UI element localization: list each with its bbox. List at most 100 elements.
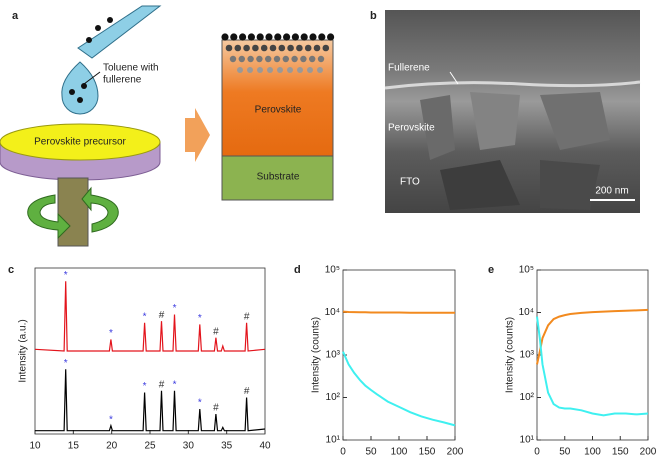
sem-label: FTO	[400, 177, 420, 188]
peak-marker: #	[244, 386, 250, 397]
x-tick-label: 200	[640, 447, 657, 458]
dot	[230, 33, 238, 41]
dot	[234, 44, 242, 52]
peak-marker: *	[198, 313, 202, 324]
panel-label: d	[294, 264, 301, 276]
y-tick-label: 10³	[326, 350, 341, 361]
dot	[265, 33, 273, 41]
dot	[247, 33, 255, 41]
peak-marker: *	[109, 328, 113, 339]
peak-marker: *	[64, 358, 68, 369]
peak-marker: *	[64, 270, 68, 281]
axes-frame	[342, 269, 456, 441]
dot	[317, 67, 323, 73]
y-tick-label: 10⁵	[519, 265, 534, 276]
dot	[318, 33, 326, 41]
panel-label: e	[488, 264, 494, 276]
peak-marker: *	[143, 311, 147, 322]
peak-marker: #	[159, 310, 165, 321]
dot	[256, 55, 263, 63]
series-line	[34, 281, 266, 352]
y-tick-label: 10¹	[326, 435, 341, 446]
pipette	[77, 5, 162, 59]
dot	[300, 33, 308, 41]
y-axis-label: Intensity (counts)	[311, 317, 322, 393]
dot	[237, 67, 243, 73]
y-tick-label: 10²	[520, 392, 535, 403]
dot	[291, 55, 298, 63]
sem-image: Fullerene Perovskite FTO 200 nm	[384, 10, 641, 213]
peak-marker: #	[213, 326, 219, 337]
x-tick-label: 15	[68, 441, 80, 452]
x-tick-label: 25	[144, 441, 156, 452]
peak-marker: *	[109, 414, 113, 425]
dot	[278, 44, 286, 52]
y-axis-label: Intensity (a.u.)	[18, 319, 29, 382]
x-tick-label: 100	[584, 447, 601, 458]
dot	[287, 67, 293, 73]
dot	[247, 55, 254, 63]
peak-marker: *	[173, 379, 177, 390]
rotation-arrow	[81, 186, 119, 233]
dot	[239, 33, 247, 41]
dot	[238, 55, 245, 63]
dot	[269, 44, 277, 52]
peak-marker: #	[159, 379, 165, 390]
schematic: Toluene with fullerene Perovskite precur…	[0, 5, 335, 247]
peak-marker: *	[198, 398, 202, 409]
shaft	[57, 177, 89, 247]
x-tick-label: 35	[221, 441, 233, 452]
dot	[304, 44, 312, 52]
dot	[273, 55, 281, 63]
dot	[282, 55, 289, 63]
dot	[260, 44, 268, 52]
panel-label: a	[12, 10, 19, 22]
dot	[313, 44, 321, 52]
dot	[274, 33, 282, 41]
precursor-label: Perovskite precursor	[34, 137, 126, 148]
dot	[309, 55, 316, 63]
dot	[221, 33, 229, 41]
layer-label: Substrate	[257, 172, 300, 183]
dot	[265, 55, 272, 63]
series-line	[342, 351, 456, 427]
dot	[243, 44, 250, 52]
series-line	[342, 310, 455, 314]
dot	[317, 55, 325, 63]
dot	[287, 44, 294, 52]
x-tick-label: 40	[259, 441, 271, 452]
y-tick-label: 10⁴	[325, 307, 340, 318]
x-tick-label: 150	[612, 447, 629, 458]
peak-marker: #	[244, 311, 250, 322]
dot	[307, 67, 313, 73]
panel-label: c	[8, 264, 14, 276]
dot	[300, 55, 307, 63]
y-tick-label: 10³	[520, 350, 535, 361]
x-tick-label: 150	[419, 447, 436, 458]
y-tick-label: 10⁴	[519, 307, 534, 318]
x-tick-label: 50	[365, 447, 377, 458]
y-tick-label: 10²	[326, 392, 341, 403]
dot	[225, 44, 233, 52]
peak-marker: #	[213, 403, 219, 414]
x-tick-label: 20	[106, 441, 118, 452]
dot	[283, 33, 291, 41]
x-tick-label: 0	[534, 447, 540, 458]
dot	[322, 44, 330, 52]
series-line	[536, 316, 649, 417]
disk-top	[0, 123, 161, 161]
substrate-layer	[221, 155, 334, 201]
dot	[277, 67, 283, 73]
y-tick-label: 10¹	[520, 435, 535, 446]
peak-marker: *	[173, 303, 177, 314]
droplet	[61, 61, 99, 115]
dot	[327, 33, 335, 41]
dot	[247, 67, 253, 73]
dot	[267, 67, 273, 73]
process-arrow	[185, 108, 210, 162]
layer-label: Perovskite	[255, 105, 302, 116]
dot	[257, 67, 263, 73]
dot	[291, 33, 299, 41]
dot	[296, 44, 303, 52]
dot	[229, 55, 237, 63]
